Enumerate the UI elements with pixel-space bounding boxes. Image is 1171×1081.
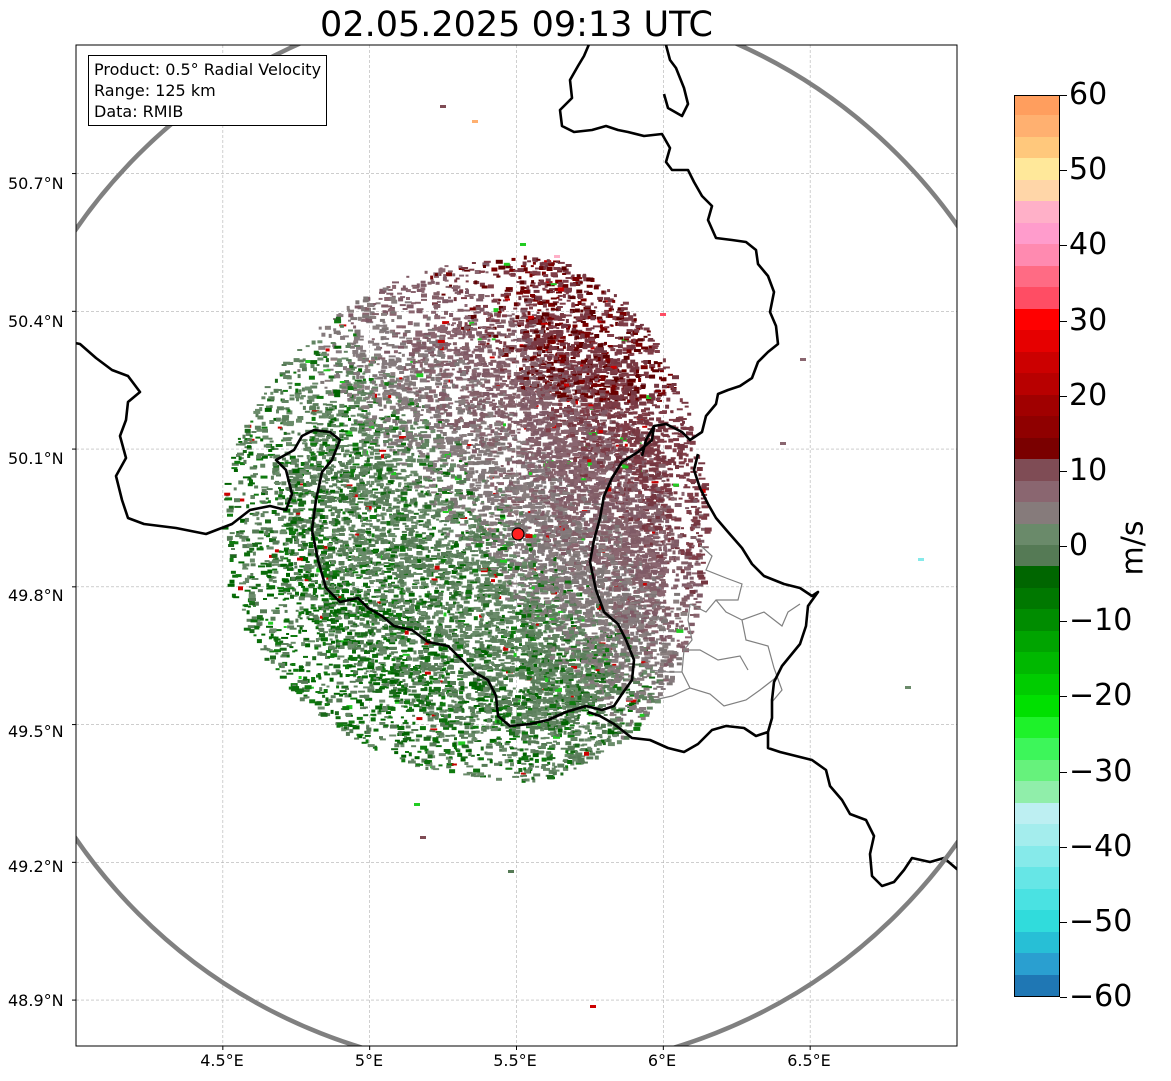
colorbar-swatch: [1015, 651, 1059, 674]
colorbar-swatch: [1015, 437, 1059, 460]
colorbar-tick-label: −50: [1069, 903, 1133, 939]
colorbar-swatch: [1015, 759, 1059, 782]
product-text: Product: 0.5° Radial Velocity: [94, 60, 322, 79]
colorbar-tick: [1060, 470, 1067, 472]
colorbar-swatch: [1015, 565, 1059, 588]
colorbar-tick: [1060, 997, 1067, 998]
colorbar-swatch: [1015, 458, 1059, 481]
lon-label-5-5: 5.5°E: [493, 1051, 537, 1070]
colorbar-swatch: [1015, 329, 1059, 352]
colorbar-swatch: [1015, 480, 1059, 503]
colorbar-tick: [1060, 245, 1067, 247]
lat-label-50-1: 50.1°N: [8, 449, 64, 468]
colorbar-swatch: [1015, 716, 1059, 739]
colorbar-tick-label: −60: [1069, 979, 1133, 1014]
lat-label-48-9: 48.9°N: [8, 991, 64, 1010]
colorbar-swatch: [1015, 608, 1059, 631]
velocity-colorbar: [1014, 95, 1060, 997]
colorbar-swatch: [1015, 351, 1059, 374]
colorbar-tick: [1060, 771, 1067, 773]
lat-label-50-7: 50.7°N: [8, 174, 64, 193]
colorbar-tick: [1060, 846, 1067, 848]
colorbar-swatch: [1015, 952, 1059, 975]
map-title: 02.05.2025 09:13 UTC: [320, 5, 713, 45]
colorbar-swatch: [1015, 737, 1059, 760]
colorbar-swatch: [1015, 96, 1059, 116]
colorbar-swatch: [1015, 673, 1059, 696]
colorbar-swatch: [1015, 866, 1059, 889]
province-borders: [649, 544, 801, 707]
colorbar-swatch: [1015, 372, 1059, 395]
colorbar-tick: [1060, 696, 1067, 698]
colorbar-tick-label: 0: [1069, 528, 1089, 563]
colorbar-tick: [1060, 621, 1067, 623]
colorbar-tick-label: 10: [1069, 452, 1108, 488]
lon-label-6-5: 6.5°E: [787, 1051, 831, 1070]
colorbar-tick-label: 40: [1069, 227, 1108, 263]
colorbar-swatch: [1015, 931, 1059, 954]
colorbar-tick: [1060, 921, 1067, 923]
colorbar-unit-label: m/s: [1115, 520, 1151, 576]
lon-label-6: 6°E: [647, 1051, 677, 1070]
colorbar-swatch: [1015, 136, 1059, 159]
colorbar-swatch: [1015, 308, 1059, 331]
colorbar-tick-label: 20: [1069, 377, 1108, 413]
colorbar-tick: [1060, 395, 1067, 397]
colorbar-swatch: [1015, 694, 1059, 717]
colorbar-swatch: [1015, 394, 1059, 417]
colorbar-tick: [1060, 546, 1067, 547]
colorbar-swatch: [1015, 888, 1059, 911]
lat-label-49-2: 49.2°N: [8, 857, 64, 876]
colorbar-tick-label: −20: [1069, 678, 1133, 714]
colorbar-swatch: [1015, 200, 1059, 223]
radar-echoes: [221, 105, 924, 1008]
colorbar-swatch: [1015, 286, 1059, 309]
lat-label-49-5: 49.5°N: [8, 722, 64, 741]
colorbar-swatch: [1015, 222, 1059, 245]
colorbar-tick-label: −30: [1069, 753, 1133, 789]
colorbar-swatch: [1015, 522, 1059, 545]
product-info-box: Product: 0.5° Radial Velocity Range: 125…: [88, 55, 328, 126]
colorbar-swatch: [1015, 114, 1059, 137]
lat-label-50-4: 50.4°N: [8, 312, 64, 331]
colorbar-tick: [1060, 320, 1067, 322]
colorbar-tick-label: 30: [1069, 302, 1108, 338]
colorbar-swatch: [1015, 587, 1059, 610]
colorbar-swatch: [1015, 909, 1059, 932]
lat-label-49-8: 49.8°N: [8, 586, 64, 605]
colorbar-swatch: [1015, 157, 1059, 180]
colorbar-swatch: [1015, 780, 1059, 803]
colorbar-tick: [1060, 170, 1067, 172]
colorbar-swatch: [1015, 265, 1059, 288]
colorbar-swatch: [1015, 544, 1059, 567]
colorbar-swatch: [1015, 973, 1059, 996]
colorbar-swatch: [1015, 630, 1059, 653]
lon-label-5: 5°E: [354, 1051, 384, 1070]
colorbar-tick-label: 60: [1069, 77, 1108, 112]
colorbar-swatch: [1015, 802, 1059, 825]
colorbar-swatch: [1015, 823, 1059, 846]
colorbar-swatch: [1015, 179, 1059, 202]
colorbar-swatch: [1015, 501, 1059, 524]
data-source-text: Data: RMIB: [94, 102, 184, 121]
radar-site-marker[interactable]: [511, 527, 525, 541]
axis-ticks: [72, 173, 811, 1050]
colorbar-tick-label: 50: [1069, 152, 1108, 188]
colorbar-tick-label: −10: [1069, 603, 1133, 639]
colorbar-swatch: [1015, 845, 1059, 868]
colorbar-tick: [1060, 95, 1067, 96]
country-borders: [76, 45, 957, 888]
range-text: Range: 125 km: [94, 81, 216, 100]
colorbar-swatch: [1015, 415, 1059, 438]
colorbar-swatch: [1015, 243, 1059, 266]
colorbar-tick-label: −40: [1069, 828, 1133, 864]
lon-label-4-5: 4.5°E: [200, 1051, 244, 1070]
